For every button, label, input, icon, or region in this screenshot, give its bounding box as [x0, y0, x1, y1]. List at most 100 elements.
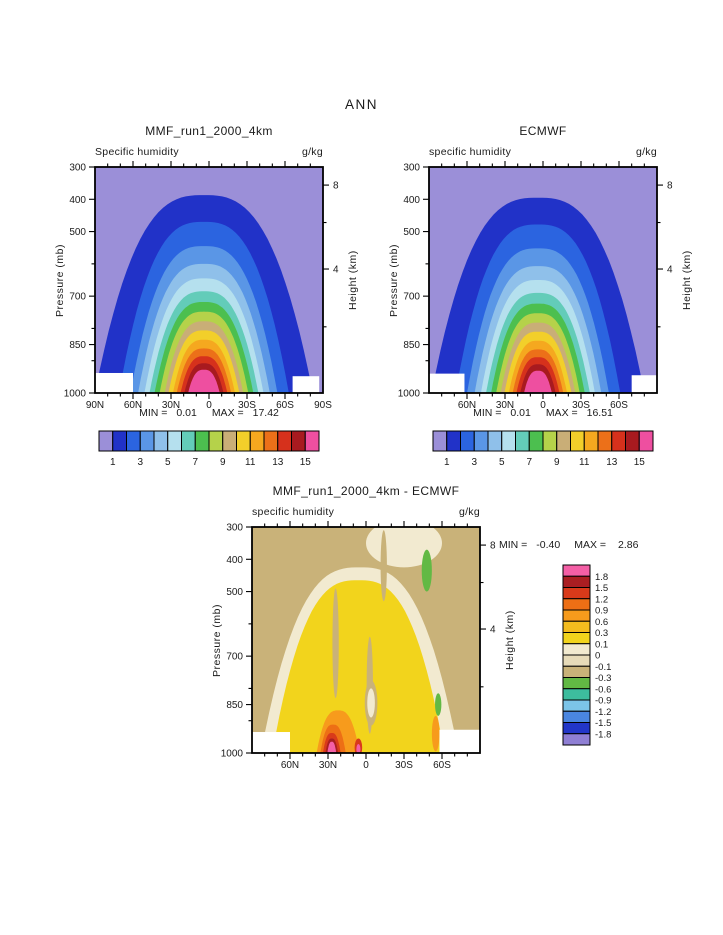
- svg-text:30N: 30N: [496, 400, 514, 411]
- svg-text:1: 1: [110, 457, 116, 468]
- svg-text:500: 500: [69, 227, 86, 238]
- svg-text:0.6: 0.6: [595, 617, 608, 628]
- svg-text:1000: 1000: [64, 389, 87, 400]
- svg-text:-1.8: -1.8: [595, 729, 611, 740]
- contour-plot-left: [95, 167, 323, 393]
- svg-text:4: 4: [667, 265, 673, 276]
- svg-text:3: 3: [137, 457, 143, 468]
- svg-text:4: 4: [333, 265, 339, 276]
- svg-text:400: 400: [403, 195, 420, 206]
- max-label: MAX =: [545, 407, 578, 419]
- max-value: 17.42: [252, 407, 279, 419]
- min-value: 0.01: [510, 407, 531, 419]
- svg-text:30N: 30N: [162, 400, 180, 411]
- svg-text:0.3: 0.3: [595, 628, 608, 639]
- svg-text:0.9: 0.9: [595, 606, 608, 617]
- svg-text:850: 850: [403, 340, 420, 351]
- min-label: MIN =: [473, 407, 502, 419]
- svg-text:5: 5: [165, 457, 171, 468]
- svg-text:700: 700: [226, 652, 243, 663]
- svg-text:7: 7: [192, 457, 198, 468]
- svg-text:0.1: 0.1: [595, 639, 608, 650]
- contour-plot-diff: [252, 527, 480, 753]
- axes-right: [423, 161, 663, 399]
- svg-text:500: 500: [403, 227, 420, 238]
- panel-left-title: MMF_run1_2000_4km: [145, 124, 273, 138]
- svg-text:60N: 60N: [281, 760, 299, 771]
- svg-text:-1.5: -1.5: [595, 718, 611, 729]
- svg-text:30S: 30S: [238, 400, 256, 411]
- svg-text:90S: 90S: [314, 400, 332, 411]
- panel-diff-subtitle: specific humidity g/kg: [252, 506, 480, 518]
- svg-text:-0.9: -0.9: [595, 696, 611, 707]
- svg-text:30S: 30S: [395, 760, 413, 771]
- svg-text:-0.3: -0.3: [595, 673, 611, 684]
- page-title: ANN: [344, 97, 378, 112]
- panel-diff-units: g/kg: [458, 506, 480, 518]
- svg-text:5: 5: [499, 457, 505, 468]
- svg-text:30S: 30S: [572, 400, 590, 411]
- max-value: 2.86: [618, 539, 639, 551]
- svg-text:8: 8: [667, 181, 673, 192]
- panel-left-units: g/kg: [301, 146, 323, 158]
- svg-text:13: 13: [606, 457, 618, 468]
- svg-text:300: 300: [69, 163, 86, 174]
- pressure-axis-label-diff: Pressure (mb): [211, 603, 223, 677]
- svg-text:60N: 60N: [458, 400, 476, 411]
- svg-text:850: 850: [226, 700, 243, 711]
- svg-text:60S: 60S: [610, 400, 628, 411]
- svg-text:4: 4: [490, 625, 496, 636]
- panel-left-field-label: Specific humidity: [95, 146, 179, 158]
- panel-right-subtitle: specific humidity g/kg: [429, 146, 657, 158]
- max-value: 16.51: [586, 407, 613, 419]
- panel-right-units: g/kg: [635, 146, 657, 158]
- contour-plot-right: [429, 167, 657, 393]
- max-label: MAX =: [211, 407, 244, 419]
- height-axis-label-right: Height (km): [681, 250, 693, 310]
- svg-text:1.2: 1.2: [595, 594, 608, 605]
- svg-text:850: 850: [69, 340, 86, 351]
- svg-text:60N: 60N: [124, 400, 142, 411]
- svg-text:1000: 1000: [398, 389, 421, 400]
- min-value: -0.40: [536, 539, 561, 551]
- svg-text:300: 300: [403, 163, 420, 174]
- svg-text:15: 15: [634, 457, 646, 468]
- axes-diff: [246, 521, 486, 759]
- panel-left-subtitle: Specific humidity g/kg: [95, 146, 323, 158]
- panel-left-minmax: MIN = 0.01 MAX = 17.42: [95, 407, 323, 419]
- colorbar-right: 1 3 5 7 9 11 13 15: [432, 430, 654, 468]
- svg-text:0: 0: [206, 400, 212, 411]
- svg-text:9: 9: [554, 457, 560, 468]
- pressure-axis-label-left: Pressure (mb): [54, 243, 66, 317]
- svg-text:1.5: 1.5: [595, 583, 608, 594]
- panel-diff-title: MMF_run1_2000_4km - ECMWF: [272, 484, 460, 498]
- svg-text:15: 15: [300, 457, 312, 468]
- svg-text:9: 9: [220, 457, 226, 468]
- min-value: 0.01: [176, 407, 197, 419]
- svg-text:-0.6: -0.6: [595, 684, 611, 695]
- svg-text:400: 400: [69, 195, 86, 206]
- height-axis-label-diff: Height (km): [504, 610, 516, 670]
- svg-text:7: 7: [526, 457, 532, 468]
- svg-text:0: 0: [363, 760, 369, 771]
- svg-text:8: 8: [490, 541, 496, 552]
- svg-text:60S: 60S: [433, 760, 451, 771]
- height-axis-label-left: Height (km): [347, 250, 359, 310]
- min-label: MIN =: [139, 407, 168, 419]
- svg-text:500: 500: [226, 587, 243, 598]
- panel-right-minmax: MIN = 0.01 MAX = 16.51: [429, 407, 657, 419]
- svg-text:700: 700: [403, 292, 420, 303]
- svg-text:90N: 90N: [86, 400, 104, 411]
- svg-text:400: 400: [226, 555, 243, 566]
- axes-left: [89, 161, 329, 399]
- svg-text:1: 1: [444, 457, 450, 468]
- min-label: MIN =: [499, 539, 528, 551]
- pressure-axis-label-right: Pressure (mb): [388, 243, 400, 317]
- svg-text:60S: 60S: [276, 400, 294, 411]
- panel-right-field-label: specific humidity: [429, 146, 512, 158]
- svg-text:0: 0: [540, 400, 546, 411]
- panel-right-title: ECMWF: [519, 124, 567, 138]
- svg-text:300: 300: [226, 523, 243, 534]
